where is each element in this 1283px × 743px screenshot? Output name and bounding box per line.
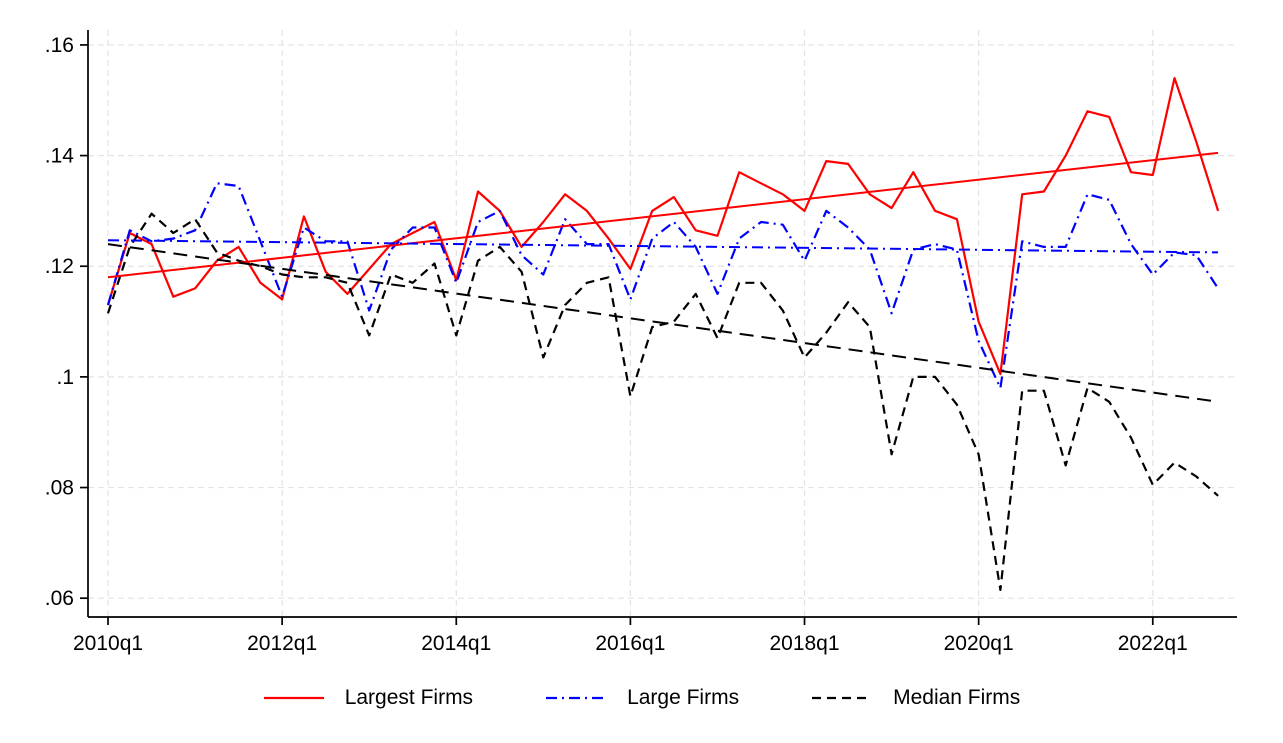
x-tick-label: 2010q1: [73, 632, 143, 655]
legend-line-large-firms-icon: [546, 696, 607, 700]
legend-item-largest-firms: Largest Firms: [263, 686, 473, 710]
legend-label-largest-firms: Largest Firms: [344, 686, 474, 709]
legend-line-median-firms-icon: [812, 696, 873, 700]
y-tick-label: .08: [45, 477, 74, 500]
x-tick-label: 2016q1: [595, 632, 665, 655]
x-tick-label: 2022q1: [1118, 632, 1188, 655]
legend-item-large-firms: Large Firms: [545, 686, 739, 710]
x-tick-label: 2012q1: [247, 632, 317, 655]
legend-label-median-firms: Median Firms: [893, 686, 1021, 709]
trend-line-median-firms: [107, 243, 1219, 403]
legend-label-large-firms: Large Firms: [627, 686, 740, 709]
y-tick-label: .06: [45, 587, 74, 610]
chart-canvas: .06 .08 .1 .12 .14 .16 2010q1 2012q1 2014q1 2016q…: [45, 30, 1237, 655]
x-tick-label: 2018q1: [769, 632, 839, 655]
x-tick-label: 2014q1: [421, 632, 491, 655]
y-tick-label: .12: [45, 255, 74, 278]
series-line-largest-firms: [106, 76, 1220, 376]
trend-line-largest-firms: [107, 151, 1219, 279]
legend: Largest Firms Large Firms Median Firms: [0, 686, 1283, 710]
series-line-large-firms: [106, 182, 1220, 390]
y-tick-label: .1: [56, 366, 74, 389]
x-tick-label: 2020q1: [944, 632, 1014, 655]
trend-line-large-firms: [108, 239, 1219, 254]
legend-item-median-firms: Median Firms: [811, 686, 1020, 710]
y-tick-label: .16: [45, 34, 74, 57]
y-tick-label: .14: [45, 145, 75, 168]
series-line-median-firms: [106, 212, 1219, 592]
legend-line-largest-firms-icon: [263, 696, 324, 700]
